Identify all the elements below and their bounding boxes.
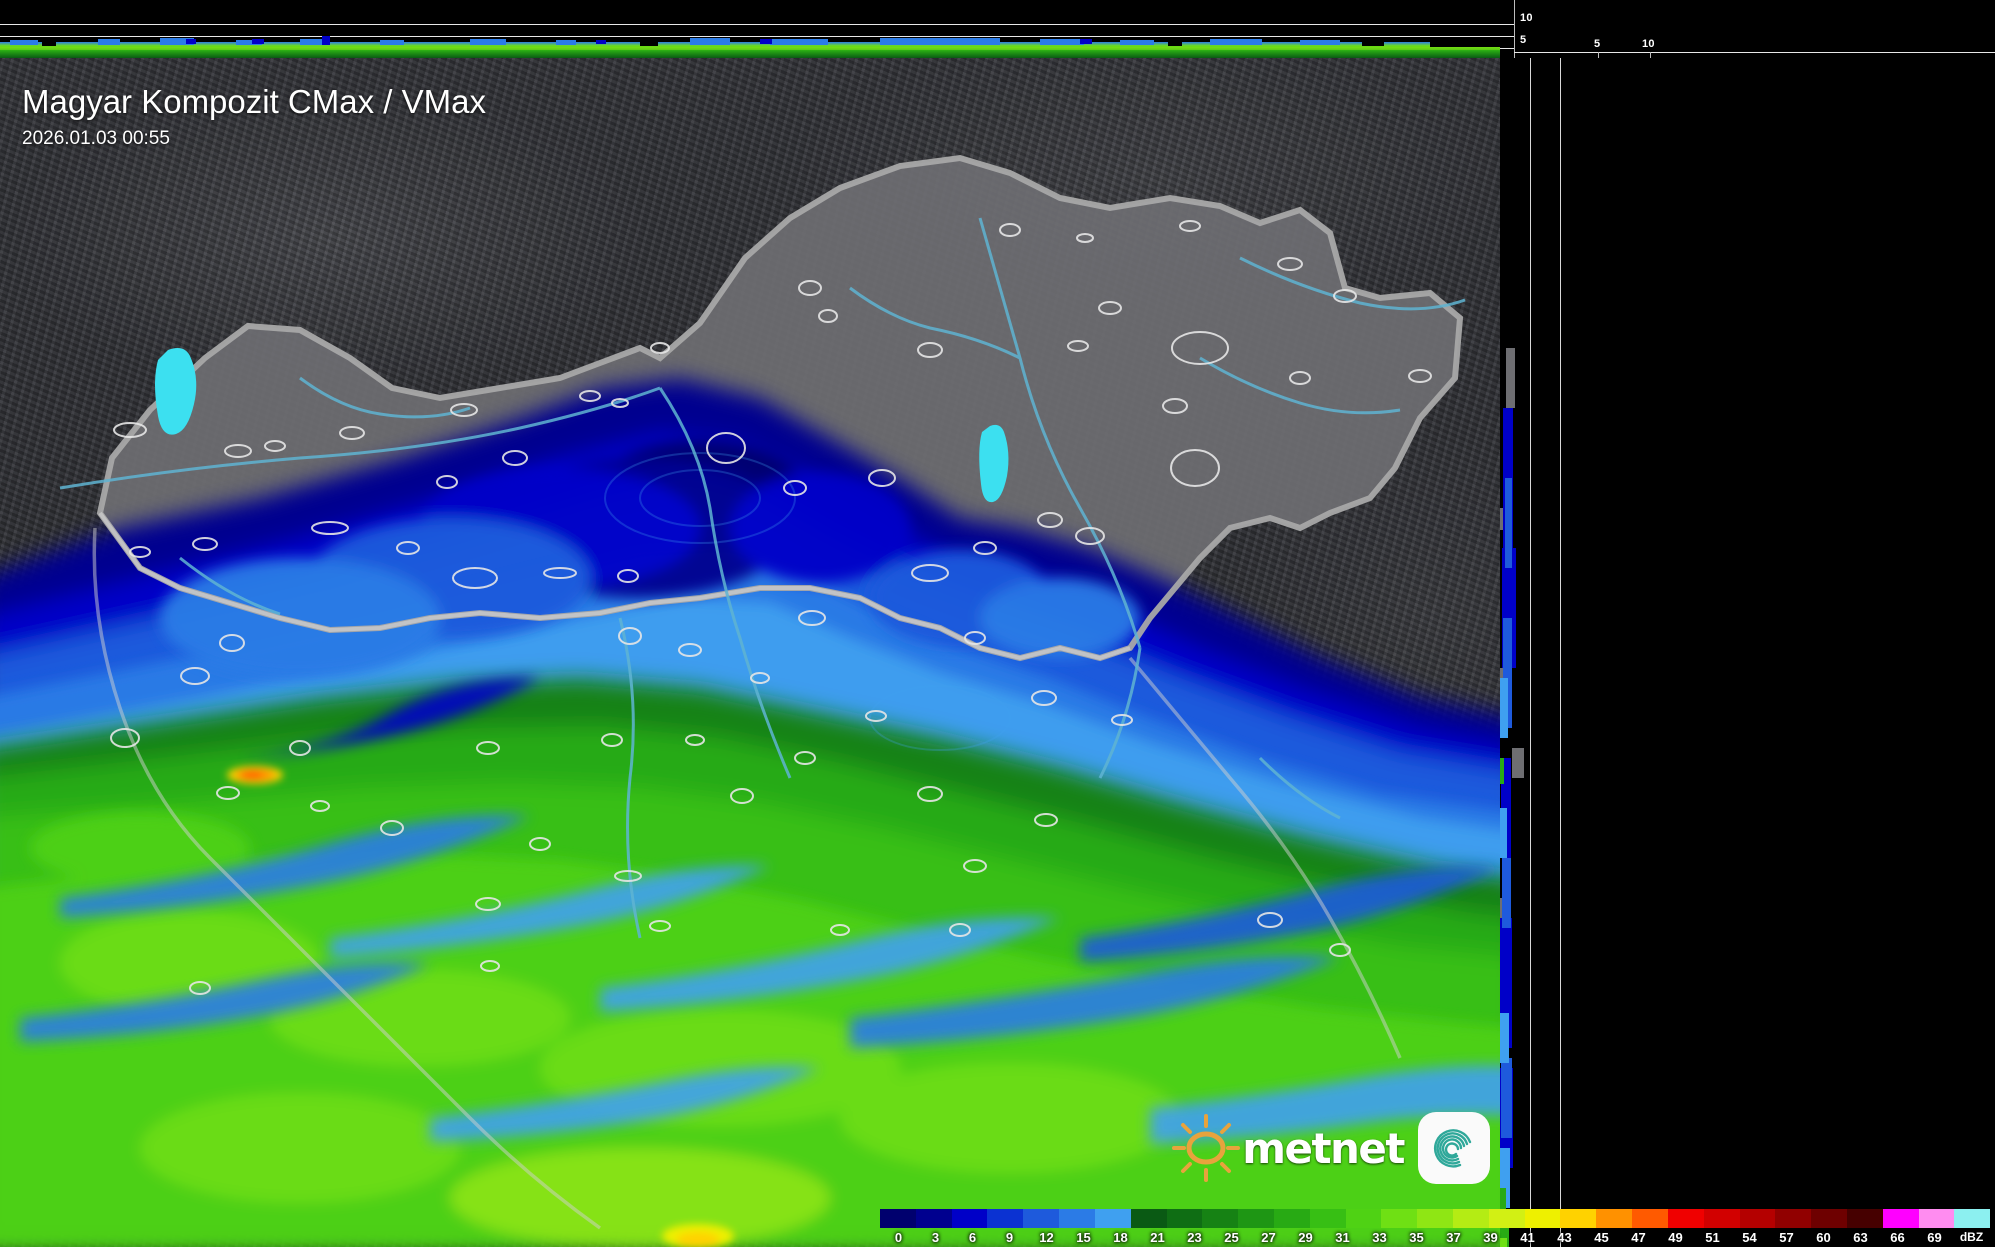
dbz-tick-9: 9 (1005, 1230, 1014, 1245)
hungary-border (96, 154, 1464, 662)
dbz-tick-0: 0 (894, 1230, 903, 1245)
dbz-swatch-27 (1846, 1209, 1883, 1228)
dbz-tick-29: 29 (1298, 1230, 1313, 1245)
sun-icon (1172, 1114, 1241, 1182)
dbz-swatch-8 (1166, 1209, 1203, 1228)
dbz-tick-39: 39 (1483, 1230, 1498, 1245)
dbz-swatch-14 (1381, 1209, 1418, 1228)
dbz-swatch-6 (1094, 1209, 1131, 1228)
swirl-logo-icon (1433, 1129, 1472, 1168)
vmax-axis-label-v-10: 10 (1520, 12, 1533, 24)
dbz-swatch-10 (1238, 1209, 1274, 1228)
dbz-swatch-28 (1882, 1209, 1919, 1228)
vmax-scale-axis: 10 5 5 10 (1500, 0, 1995, 58)
dbz-swatch-5 (1059, 1209, 1095, 1228)
dbz-tick-54: 54 (1742, 1230, 1757, 1245)
dbz-color-scale: 0 3 6 9 12 15 18 21 23 25 27 29 31 33 35 37 39 41 43 45 47 49… (880, 1209, 1991, 1245)
metnet-text: metnet (1242, 1123, 1405, 1173)
dbz-tick-18: 18 (1113, 1230, 1128, 1245)
dbz-swatch-19 (1560, 1209, 1597, 1228)
radar-map[interactable]: Magyar Kompozit CMax / VMax 2026.01.03 0… (0, 58, 1500, 1247)
dbz-tick-66: 66 (1890, 1230, 1905, 1245)
metnet-badge[interactable] (1418, 1112, 1490, 1184)
dbz-swatch-0 (880, 1209, 916, 1228)
metnet-logo[interactable]: metnet (1170, 1112, 1490, 1184)
dbz-tick-43: 43 (1557, 1230, 1572, 1245)
dbz-tick-47: 47 (1631, 1230, 1646, 1245)
vmax-axis-label-h-10: 10 (1642, 38, 1655, 50)
dbz-tick-23: 23 (1187, 1230, 1202, 1245)
dbz-swatch-3 (987, 1209, 1024, 1228)
dbz-swatch-7 (1130, 1209, 1167, 1228)
dbz-tick-60: 60 (1816, 1230, 1831, 1245)
dbz-swatch-18 (1524, 1209, 1561, 1228)
precipitation-reflectivity-layer (0, 378, 1500, 1247)
dbz-color-bar (880, 1209, 1991, 1228)
dbz-tick-27: 27 (1261, 1230, 1276, 1245)
dbz-tick-63: 63 (1853, 1230, 1868, 1245)
dbz-swatch-20 (1596, 1209, 1633, 1228)
dbz-swatch-2 (951, 1209, 988, 1228)
dbz-tick-25: 25 (1224, 1230, 1239, 1245)
map-borders-layer (59, 154, 1466, 1230)
vmax-axis-label-v-5: 5 (1520, 34, 1527, 46)
lake-tisza (979, 424, 1009, 503)
dbz-swatch-12 (1309, 1209, 1346, 1228)
dbz-tick-35: 35 (1409, 1230, 1424, 1245)
dbz-swatch-4 (1023, 1209, 1060, 1228)
dbz-swatch-13 (1345, 1209, 1382, 1228)
vmax-top-panel (0, 0, 1500, 58)
dbz-swatch-17 (1488, 1209, 1525, 1228)
vmax-top-echo (0, 36, 1500, 58)
dbz-tick-49: 49 (1668, 1230, 1683, 1245)
dbz-swatch-24 (1739, 1209, 1776, 1228)
metnet-wordmark: metnet (1170, 1112, 1405, 1184)
dbz-tick-51: 51 (1705, 1230, 1720, 1245)
lake-balaton (155, 348, 197, 435)
dbz-swatch-22 (1667, 1209, 1704, 1228)
dbz-tick-31: 31 (1335, 1230, 1350, 1245)
page-title: Magyar Kompozit CMax / VMax (22, 83, 486, 120)
dbz-tick-37: 37 (1446, 1230, 1461, 1245)
dbz-tick-12: 12 (1039, 1230, 1054, 1245)
dbz-swatch-15 (1417, 1209, 1453, 1228)
dbz-tick-33: 33 (1372, 1230, 1387, 1245)
timestamp: 2026.01.03 00:55 (22, 128, 170, 149)
dbz-tick-41: 41 (1520, 1230, 1535, 1245)
vmax-right-echo (1500, 58, 1530, 1247)
dbz-swatch-25 (1775, 1209, 1812, 1228)
dbz-swatch-16 (1453, 1209, 1489, 1228)
dbz-swatch-21 (1632, 1209, 1668, 1228)
dbz-tick-69: 69 (1927, 1230, 1942, 1245)
dbz-swatch-23 (1703, 1209, 1740, 1228)
dbz-swatch-30 (1954, 1209, 1991, 1228)
dbz-tick-6: 6 (968, 1230, 977, 1245)
vmax-right-panel (1500, 58, 1995, 1247)
dbz-tick-45: 45 (1594, 1230, 1609, 1245)
dbz-swatch-9 (1202, 1209, 1239, 1228)
dbz-swatch-26 (1811, 1209, 1847, 1228)
dbz-tick-labels: 0 3 6 9 12 15 18 21 23 25 27 29 31 33 35 37 39 41 43 45 47 49… (880, 1230, 1990, 1245)
dbz-swatch-29 (1918, 1209, 1955, 1228)
dbz-tick-57: 57 (1779, 1230, 1794, 1245)
vmax-axis-label-h-5: 5 (1594, 38, 1601, 50)
dbz-tick-3: 3 (931, 1230, 940, 1245)
dbz-tick-21: 21 (1150, 1230, 1165, 1245)
dbz-swatch-11 (1273, 1209, 1310, 1228)
title-block: Magyar Kompozit CMax / VMax 2026.01.03 0… (22, 83, 486, 152)
dbz-swatch-1 (915, 1209, 952, 1228)
dbz-tick-dBZ: dBZ (1959, 1230, 1984, 1244)
dbz-tick-15: 15 (1076, 1230, 1091, 1245)
